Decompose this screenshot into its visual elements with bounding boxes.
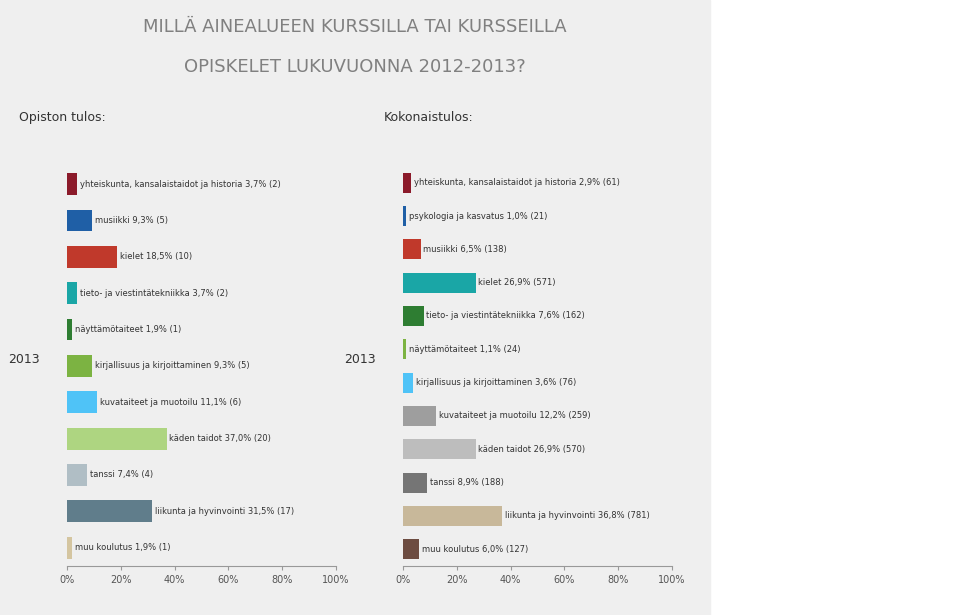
Bar <box>67 319 72 341</box>
Bar <box>67 173 77 195</box>
Text: kirjallisuus ja kirjoittaminen 9,3% (5): kirjallisuus ja kirjoittaminen 9,3% (5) <box>95 362 250 370</box>
Text: tanssi 8,9% (188): tanssi 8,9% (188) <box>430 478 504 487</box>
Text: tieto- ja viestintätekniikka 3,7% (2): tieto- ja viestintätekniikka 3,7% (2) <box>80 289 228 298</box>
Bar <box>67 210 92 231</box>
Text: 2013: 2013 <box>345 353 375 367</box>
Text: tieto- ja viestintätekniikka 7,6% (162): tieto- ja viestintätekniikka 7,6% (162) <box>426 311 585 320</box>
Bar <box>67 501 152 522</box>
Bar <box>67 427 167 450</box>
Bar <box>67 537 72 558</box>
Bar <box>403 373 413 392</box>
Bar <box>403 472 427 493</box>
Text: 2013: 2013 <box>9 353 39 367</box>
Text: kuvataiteet ja muotoilu 11,1% (6): kuvataiteet ja muotoilu 11,1% (6) <box>100 398 241 407</box>
Text: muu koulutus 1,9% (1): muu koulutus 1,9% (1) <box>75 543 171 552</box>
Bar <box>403 239 420 260</box>
Bar <box>403 306 423 326</box>
Text: yhteiskunta, kansalaistaidot ja historia 3,7% (2): yhteiskunta, kansalaistaidot ja historia… <box>80 180 280 189</box>
Text: Kokonaistulos:: Kokonaistulos: <box>384 111 473 124</box>
Text: käden taidot 37,0% (20): käden taidot 37,0% (20) <box>169 434 272 443</box>
Text: OPISKELET LUKUVUONNA 2012-2013?: OPISKELET LUKUVUONNA 2012-2013? <box>184 58 526 76</box>
Bar <box>403 539 420 559</box>
Bar <box>67 464 87 486</box>
Text: liikunta ja hyvinvointi 36,8% (781): liikunta ja hyvinvointi 36,8% (781) <box>505 511 650 520</box>
Bar <box>67 246 117 268</box>
Text: tanssi 7,4% (4): tanssi 7,4% (4) <box>90 470 153 480</box>
Text: kuvataiteet ja muotoilu 12,2% (259): kuvataiteet ja muotoilu 12,2% (259) <box>439 411 590 421</box>
Bar <box>403 406 436 426</box>
Bar <box>403 206 406 226</box>
Text: Opiston tulos:: Opiston tulos: <box>19 111 106 124</box>
Text: yhteiskunta, kansalaistaidot ja historia 2,9% (61): yhteiskunta, kansalaistaidot ja historia… <box>414 178 619 187</box>
Text: kirjallisuus ja kirjoittaminen 3,6% (76): kirjallisuus ja kirjoittaminen 3,6% (76) <box>416 378 576 387</box>
Text: psykologia ja kasvatus 1,0% (21): psykologia ja kasvatus 1,0% (21) <box>409 212 547 221</box>
Text: näyttämötaiteet 1,9% (1): näyttämötaiteet 1,9% (1) <box>75 325 181 334</box>
Text: käden taidot 26,9% (570): käden taidot 26,9% (570) <box>478 445 586 454</box>
Bar <box>403 439 475 459</box>
Bar <box>403 339 406 359</box>
Text: näyttämötaiteet 1,1% (24): näyttämötaiteet 1,1% (24) <box>409 345 520 354</box>
Bar <box>67 355 92 377</box>
Text: musiikki 6,5% (138): musiikki 6,5% (138) <box>423 245 507 254</box>
Text: kielet 18,5% (10): kielet 18,5% (10) <box>120 252 192 261</box>
Bar <box>67 282 77 304</box>
Text: musiikki 9,3% (5): musiikki 9,3% (5) <box>95 216 168 225</box>
Bar <box>67 391 97 413</box>
Bar <box>403 272 475 293</box>
Text: liikunta ja hyvinvointi 31,5% (17): liikunta ja hyvinvointi 31,5% (17) <box>155 507 294 516</box>
Text: muu koulutus 6,0% (127): muu koulutus 6,0% (127) <box>422 545 528 554</box>
Text: MILLÄ AINEALUEEN KURSSILLA TAI KURSSEILLA: MILLÄ AINEALUEEN KURSSILLA TAI KURSSEILL… <box>143 18 567 36</box>
Bar <box>403 173 411 192</box>
Text: kielet 26,9% (571): kielet 26,9% (571) <box>478 278 556 287</box>
Bar <box>403 506 502 526</box>
